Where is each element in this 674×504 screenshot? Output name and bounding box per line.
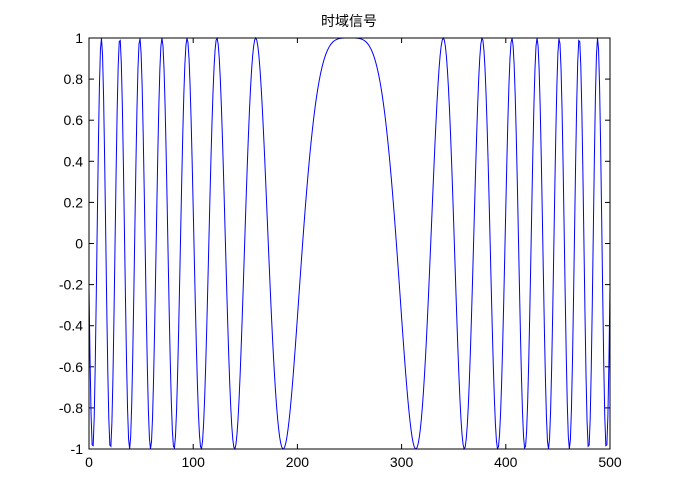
axes-box <box>88 37 611 450</box>
y-tick-label: 0.4 <box>64 153 84 169</box>
y-tick-label: 0 <box>75 236 83 252</box>
x-tick-label: 200 <box>286 454 310 470</box>
plot-area <box>89 38 610 449</box>
y-tick-label: 0.2 <box>64 194 84 210</box>
y-tick-label: 0.6 <box>64 112 84 128</box>
y-tick-label: 0.8 <box>64 71 84 87</box>
y-tick-label: 1 <box>75 30 83 46</box>
x-tick-label: 100 <box>182 454 206 470</box>
x-tick-label: 0 <box>85 454 93 470</box>
chart-title: 时域信号 <box>321 13 377 29</box>
y-tick-label: -0.2 <box>59 277 83 293</box>
x-tick-label: 300 <box>390 454 414 470</box>
y-tick-label: -0.4 <box>59 318 83 334</box>
y-tick-label: -0.8 <box>59 400 83 416</box>
x-tick-label: 400 <box>494 454 518 470</box>
y-tick-label: -1 <box>71 441 84 457</box>
x-tick-label: 500 <box>598 454 622 470</box>
y-tick-label: -0.6 <box>59 359 83 375</box>
